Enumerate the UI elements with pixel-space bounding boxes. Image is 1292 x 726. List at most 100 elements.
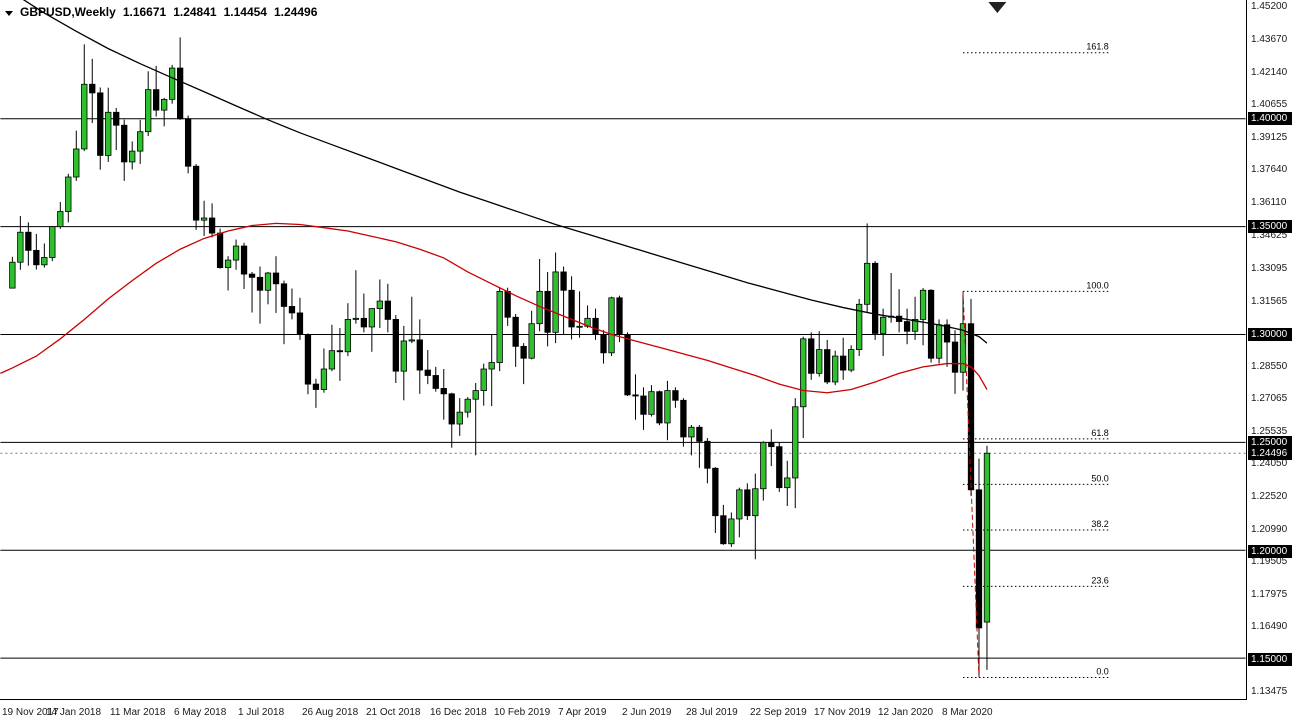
candle-body bbox=[560, 271, 567, 291]
candle bbox=[816, 331, 823, 377]
candle bbox=[360, 293, 368, 333]
candle bbox=[264, 271, 272, 305]
candle-body bbox=[89, 83, 96, 94]
candle bbox=[280, 280, 288, 345]
candle-body bbox=[520, 345, 527, 359]
candles-layer bbox=[9, 37, 991, 678]
candle bbox=[376, 279, 383, 329]
candle-body bbox=[512, 316, 519, 347]
candle-body bbox=[816, 349, 823, 374]
candle bbox=[568, 276, 575, 340]
candle-body bbox=[975, 489, 983, 629]
candle bbox=[712, 467, 719, 533]
candle-body bbox=[648, 391, 655, 415]
candle-body bbox=[360, 317, 368, 328]
candle bbox=[480, 363, 487, 406]
candle bbox=[496, 287, 503, 372]
candle bbox=[720, 504, 727, 545]
price-axis-label: 1.22520 bbox=[1251, 491, 1288, 502]
price-axis-label: 1.19505 bbox=[1251, 556, 1288, 567]
candle-body bbox=[440, 388, 447, 395]
candle-body bbox=[879, 316, 887, 334]
candle bbox=[113, 107, 120, 151]
candle-body bbox=[224, 259, 232, 269]
candle bbox=[208, 203, 216, 238]
candle-body bbox=[760, 441, 767, 490]
price-axis-label: 1.25535 bbox=[1251, 426, 1288, 437]
price-axis-label: 1.28550 bbox=[1251, 361, 1288, 372]
candle-body bbox=[967, 323, 975, 491]
candle-body bbox=[672, 390, 679, 401]
fib-level-label: 161.8 bbox=[1086, 42, 1108, 52]
candle-body bbox=[832, 355, 839, 383]
candle bbox=[33, 233, 40, 270]
candle-body bbox=[848, 349, 855, 371]
fib-level-label: 50.0 bbox=[1091, 473, 1108, 483]
candle bbox=[368, 308, 376, 352]
candle-body bbox=[544, 290, 551, 333]
time-axis-label: 28 Jul 2019 bbox=[686, 707, 738, 718]
candle bbox=[552, 252, 559, 344]
time-axis[interactable]: 19 Nov 2017 14 Jan 2018 11 Mar 2018 6 May 2… bbox=[0, 701, 1247, 726]
price-axis-label: 1.36110 bbox=[1251, 197, 1287, 208]
candle bbox=[616, 295, 623, 343]
candle-body bbox=[408, 339, 415, 342]
candle bbox=[528, 310, 535, 360]
candle-body bbox=[576, 325, 583, 328]
price-chart-plot[interactable]: 0.0 23.6 38.2 50.0 61.8 100.0 161.8 bbox=[0, 0, 1247, 700]
candle bbox=[919, 288, 927, 346]
candle bbox=[256, 266, 264, 324]
candle bbox=[137, 119, 144, 165]
candle-body bbox=[288, 306, 296, 314]
time-axis-label: 22 Sep 2019 bbox=[750, 707, 807, 718]
candle bbox=[41, 243, 48, 268]
level-price-box: 1.35000 bbox=[1248, 220, 1292, 233]
candle-body bbox=[65, 176, 72, 212]
candle bbox=[448, 392, 455, 448]
price-axis[interactable]: 1.45200 1.43670 1.42140 1.40655 1.39125 1.376… bbox=[1248, 0, 1292, 700]
candle bbox=[951, 330, 959, 394]
candle-body bbox=[392, 318, 399, 372]
candle bbox=[400, 325, 407, 401]
candle-body bbox=[640, 395, 647, 415]
candle bbox=[784, 460, 791, 507]
symbol-marker-icon bbox=[5, 10, 13, 16]
candle bbox=[296, 297, 304, 340]
candle bbox=[943, 319, 951, 367]
candle-body bbox=[632, 394, 639, 397]
candle-body bbox=[416, 339, 423, 371]
fibonacci-retracement: 0.0 23.6 38.2 50.0 61.8 100.0 161.8 bbox=[962, 42, 1111, 679]
candle-body bbox=[161, 98, 168, 111]
ohlc-low-value: 1.14454 bbox=[223, 5, 267, 19]
candle bbox=[887, 273, 895, 323]
candle bbox=[792, 398, 799, 509]
candle-body bbox=[97, 92, 104, 156]
candle-body bbox=[664, 390, 671, 424]
candle bbox=[184, 115, 192, 174]
candle-body bbox=[712, 467, 719, 517]
candle bbox=[871, 261, 879, 340]
candle bbox=[576, 291, 583, 338]
candle bbox=[344, 303, 352, 357]
candle bbox=[352, 270, 360, 324]
ohlc-open-value: 1.16671 bbox=[122, 5, 167, 19]
candle-body bbox=[951, 341, 959, 373]
candle bbox=[97, 87, 104, 170]
candle-body bbox=[728, 518, 735, 545]
candle bbox=[416, 319, 423, 394]
candle bbox=[560, 266, 567, 335]
candle-body bbox=[368, 308, 376, 328]
candle-body bbox=[680, 399, 687, 438]
candle-body bbox=[384, 300, 391, 320]
candle bbox=[808, 332, 815, 380]
candle-body bbox=[73, 148, 80, 178]
candle bbox=[760, 441, 767, 501]
candle bbox=[57, 202, 64, 229]
candle bbox=[520, 343, 527, 385]
candle bbox=[640, 387, 647, 430]
candle bbox=[768, 429, 775, 467]
price-axis-label: 1.39125 bbox=[1251, 132, 1288, 143]
price-axis-label: 1.24050 bbox=[1251, 458, 1288, 469]
candle-body bbox=[336, 350, 344, 353]
